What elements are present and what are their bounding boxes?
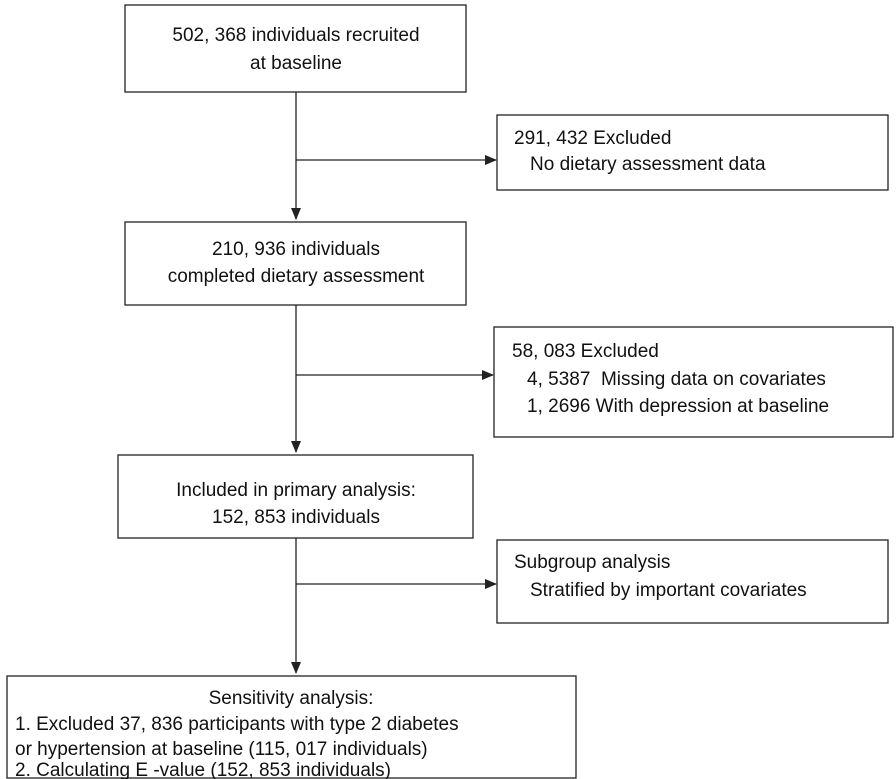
box-text: Sensitivity analysis: bbox=[209, 688, 374, 709]
box-text: or hypertension at baseline (115, 017 in… bbox=[15, 739, 428, 760]
box-text: Subgroup analysis bbox=[514, 552, 670, 573]
box-text: 291, 432 Excluded bbox=[514, 128, 671, 149]
box-text: at baseline bbox=[250, 53, 342, 74]
box-text: 58, 083 Excluded bbox=[512, 341, 659, 362]
box bbox=[496, 539, 889, 624]
box-text: completed dietary assessment bbox=[168, 266, 425, 287]
box-text: 210, 936 individuals bbox=[212, 239, 380, 260]
box bbox=[117, 454, 474, 539]
box bbox=[124, 4, 467, 93]
box-text: 502, 368 individuals recruited bbox=[172, 25, 419, 46]
box-text: Stratified by important covariates bbox=[530, 580, 807, 601]
box-text: 1. Excluded 37, 836 participants with ty… bbox=[15, 714, 459, 735]
box-text: 152, 853 individuals bbox=[212, 507, 380, 528]
box-text: 2. Calculating E -value (152, 853 indivi… bbox=[15, 760, 391, 779]
box bbox=[496, 114, 889, 191]
box-text: 1, 2696 With depression at baseline bbox=[527, 396, 829, 417]
box-text: 4, 5387 Missing data on covariates bbox=[527, 369, 826, 390]
box bbox=[124, 221, 467, 306]
box-text: No dietary assessment data bbox=[530, 154, 766, 175]
box bbox=[6, 675, 577, 779]
box-text: Included in primary analysis: bbox=[176, 480, 416, 501]
box bbox=[493, 326, 894, 438]
